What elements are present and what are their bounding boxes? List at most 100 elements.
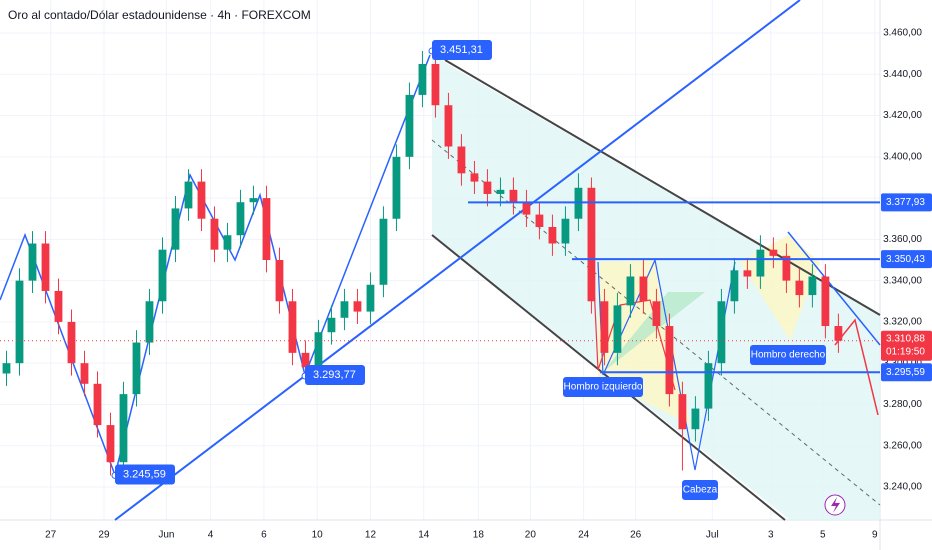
x-tick-label: 6 <box>261 530 267 541</box>
candle-body <box>106 425 115 463</box>
x-tick-label: 29 <box>98 530 110 541</box>
arrow-path <box>589 199 676 391</box>
candle-body <box>197 181 206 219</box>
candle-body <box>15 280 24 364</box>
candle-body <box>535 214 544 227</box>
y-tick-label: 3.240,00 <box>883 482 922 493</box>
point-tag <box>305 365 365 386</box>
candle-body <box>795 280 804 296</box>
trend-line <box>787 231 881 346</box>
candle-body <box>730 270 739 302</box>
candle-body <box>561 218 570 244</box>
candle-body <box>769 249 778 256</box>
candle-body <box>821 276 830 327</box>
candle-body <box>366 284 375 312</box>
candle-body <box>678 394 687 430</box>
candle-body <box>509 189 518 203</box>
candle-body <box>834 326 843 341</box>
candle-body <box>158 249 167 302</box>
candle-body <box>314 332 323 368</box>
candle-body <box>379 218 388 285</box>
price-label: 3.310,88 <box>886 333 925 344</box>
candle-body <box>223 235 232 250</box>
y-tick-label: 3.460,00 <box>883 28 922 39</box>
candle-body <box>626 276 635 306</box>
x-tick-label: 26 <box>630 530 642 541</box>
triangle <box>603 292 705 372</box>
candle-body <box>145 301 154 343</box>
drawings <box>0 0 881 521</box>
x-tick-label: 3 <box>768 530 774 541</box>
y-tick-label: 3.420,00 <box>883 110 922 121</box>
candle-body <box>340 301 349 318</box>
candle-body <box>457 146 466 174</box>
point-tag <box>115 464 175 485</box>
pattern-tag <box>563 377 643 397</box>
x-tick-label: 10 <box>312 530 324 541</box>
candle-body <box>522 202 531 215</box>
candle-body <box>444 105 453 147</box>
point-label: 3.293,77 <box>313 369 356 381</box>
candle-body <box>743 270 752 277</box>
x-tick-label: 27 <box>45 530 57 541</box>
x-tick-label: 12 <box>365 530 377 541</box>
candle-body <box>275 260 284 302</box>
trend-line <box>114 0 801 521</box>
level-tag <box>881 193 932 212</box>
candle-body <box>327 317 336 333</box>
level-label: 3.350,43 <box>886 254 925 265</box>
candle-body <box>93 383 102 426</box>
candle-body <box>704 363 713 409</box>
channel-line <box>444 59 881 316</box>
pattern-label: Cabeza <box>683 485 718 496</box>
countdown: 01:19:50 <box>886 346 925 357</box>
candle-body <box>41 243 50 291</box>
price-tag <box>881 330 932 361</box>
candle-body <box>782 255 791 281</box>
candle-body <box>652 301 661 327</box>
pattern-tag <box>682 480 718 500</box>
candle-body <box>431 63 440 106</box>
candle-body <box>496 189 505 194</box>
candle-body <box>418 63 427 95</box>
candle-body <box>639 276 648 302</box>
x-tick-label: 9 <box>872 530 878 541</box>
candle-body <box>54 290 63 322</box>
candle-body <box>392 156 401 219</box>
y-tick-label: 3.360,00 <box>883 234 922 245</box>
x-tick-label: 18 <box>473 530 485 541</box>
candle-body <box>184 181 193 209</box>
chart-title: Oro al contado/Dólar estadounidense · 4h… <box>8 8 311 22</box>
x-tick-label: Jul <box>706 530 719 541</box>
candle-body <box>470 173 479 182</box>
level-tag <box>881 363 932 382</box>
candle-body <box>80 363 89 384</box>
pattern-tag <box>750 345 826 365</box>
zigzag <box>0 54 431 478</box>
candle-body <box>67 321 76 364</box>
alert-bolt <box>831 497 840 513</box>
x-tick-label: 24 <box>578 530 590 541</box>
level-label: 3.295,59 <box>886 367 925 378</box>
candle-body <box>808 276 817 296</box>
candle-body <box>262 198 271 260</box>
candle-body <box>613 305 622 353</box>
candle-body <box>210 218 219 250</box>
candle-body <box>171 208 180 250</box>
candle-body <box>288 301 297 353</box>
candle-body <box>483 181 492 194</box>
x-tick-label: 20 <box>525 530 537 541</box>
level-label: 3.377,93 <box>886 197 925 208</box>
y-tick-label: 3.280,00 <box>883 399 922 410</box>
candle-body <box>587 187 596 302</box>
x-tick-label: 4 <box>208 530 214 541</box>
candle-body <box>405 94 414 157</box>
pattern-label: Hombro izquierdo <box>564 382 643 393</box>
point-tag <box>432 39 492 60</box>
candle-body <box>548 226 557 244</box>
x-tick-label: Jun <box>158 530 174 541</box>
candle-body <box>353 301 362 312</box>
y-tick-label: 3.400,00 <box>883 151 922 162</box>
candle-body <box>717 301 726 364</box>
candle-body <box>249 198 258 203</box>
